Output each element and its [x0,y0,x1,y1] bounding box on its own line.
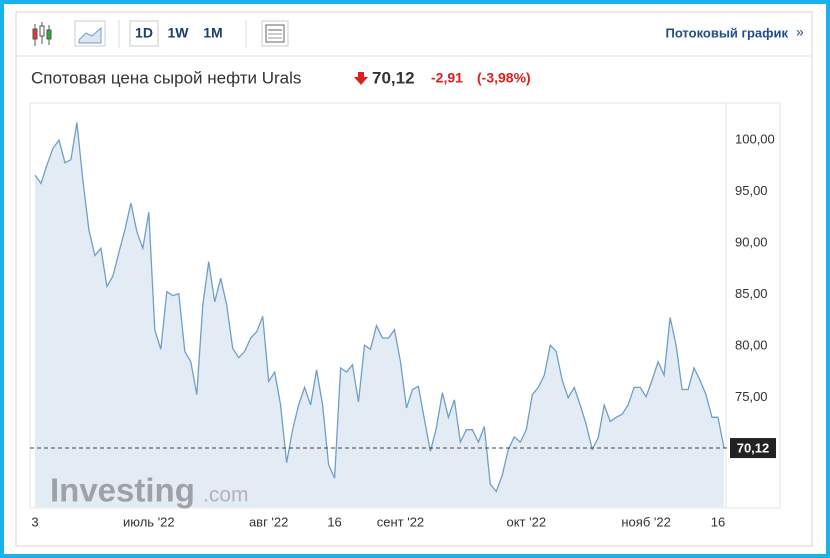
watermark: Investing .com [50,472,249,509]
candle-icon[interactable] [32,22,52,46]
active-interval [129,20,159,47]
last-price-box [730,438,776,459]
y-tick-label: 90,00 [735,235,768,250]
y-tick-label: 80,00 [735,338,768,353]
x-tick-label: июль '22 [123,514,175,529]
y-tick-label: 100,00 [735,132,775,147]
interval-button[interactable]: 1M [203,25,222,41]
stream-link-arrow[interactable]: » [796,24,804,40]
plot [30,122,730,507]
watermark-suffix: .com [203,484,249,507]
change-percent: (-3,98%) [477,70,531,86]
change: -2,91 [431,70,463,86]
interval-button[interactable]: 1D [135,25,153,41]
x-tick-label: 16 [711,514,725,529]
y-tick-label: 85,00 [735,286,768,301]
x-tick-label: нояб '22 [621,514,670,529]
y-tick-label: 75,00 [735,389,768,404]
y-tick-label: 95,00 [735,183,768,198]
x-tick-label: 3 [31,514,38,529]
x-tick-label: авг '22 [249,514,288,529]
stream-link[interactable]: Потоковый график [665,25,788,40]
chart-title: Спотовая цена сырой нефти Urals [31,68,301,87]
plot-frame [29,102,781,509]
x-tick-label: 16 [327,514,341,529]
area-icon[interactable] [74,20,106,47]
interval-button[interactable]: 1W [168,25,190,41]
price-line [34,122,725,493]
down-arrow [354,72,368,85]
table-icon[interactable] [261,20,289,47]
x-tick-label: окт '22 [506,514,546,529]
x-tick-label: сент '22 [377,514,424,529]
area-fill [35,122,724,507]
last-price-label: 70,12 [737,440,770,455]
price: 70,12 [372,68,415,87]
watermark-main: Investing [50,472,195,509]
